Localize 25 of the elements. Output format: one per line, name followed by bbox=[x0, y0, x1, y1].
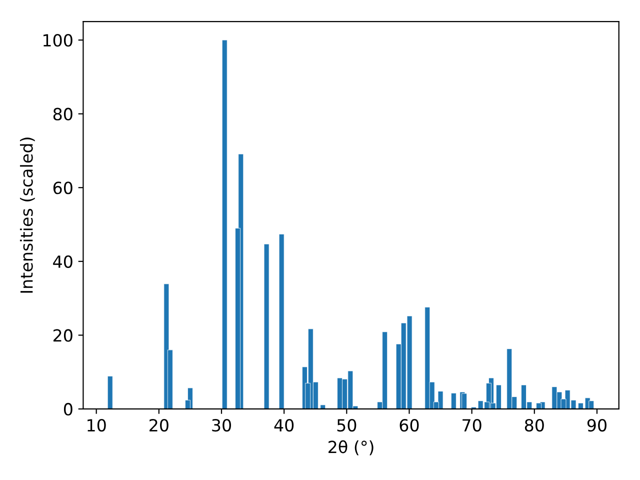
y-tick-label: 0 bbox=[64, 402, 72, 416]
bar bbox=[107, 376, 113, 409]
y-tick-label: 80 bbox=[53, 108, 72, 120]
x-tick-label: 10 bbox=[88, 418, 106, 432]
x-tick-label: 30 bbox=[212, 418, 231, 432]
y-axis-title: Intensities (scaled) bbox=[20, 138, 35, 293]
x-axis-title: 2θ (°) bbox=[328, 440, 374, 456]
x-tick-label: 40 bbox=[274, 418, 294, 432]
bar bbox=[264, 244, 270, 409]
bar bbox=[438, 391, 444, 409]
x-tick-label: 20 bbox=[150, 418, 168, 432]
y-tick-label: 60 bbox=[53, 182, 72, 194]
bar bbox=[536, 402, 542, 409]
y-tick-label: 100 bbox=[43, 34, 72, 47]
x-tick-label: 50 bbox=[337, 418, 356, 432]
y-tick-label: 40 bbox=[53, 255, 72, 268]
bar bbox=[278, 234, 284, 409]
x-tick-label: 60 bbox=[400, 418, 419, 432]
bar bbox=[450, 392, 456, 409]
y-tick-label: 20 bbox=[53, 329, 72, 342]
x-tick-label: 80 bbox=[524, 418, 544, 432]
x-tick-label: 70 bbox=[462, 418, 482, 432]
bar bbox=[222, 40, 228, 409]
bar bbox=[588, 400, 594, 409]
x-tick-label: 90 bbox=[587, 418, 606, 432]
